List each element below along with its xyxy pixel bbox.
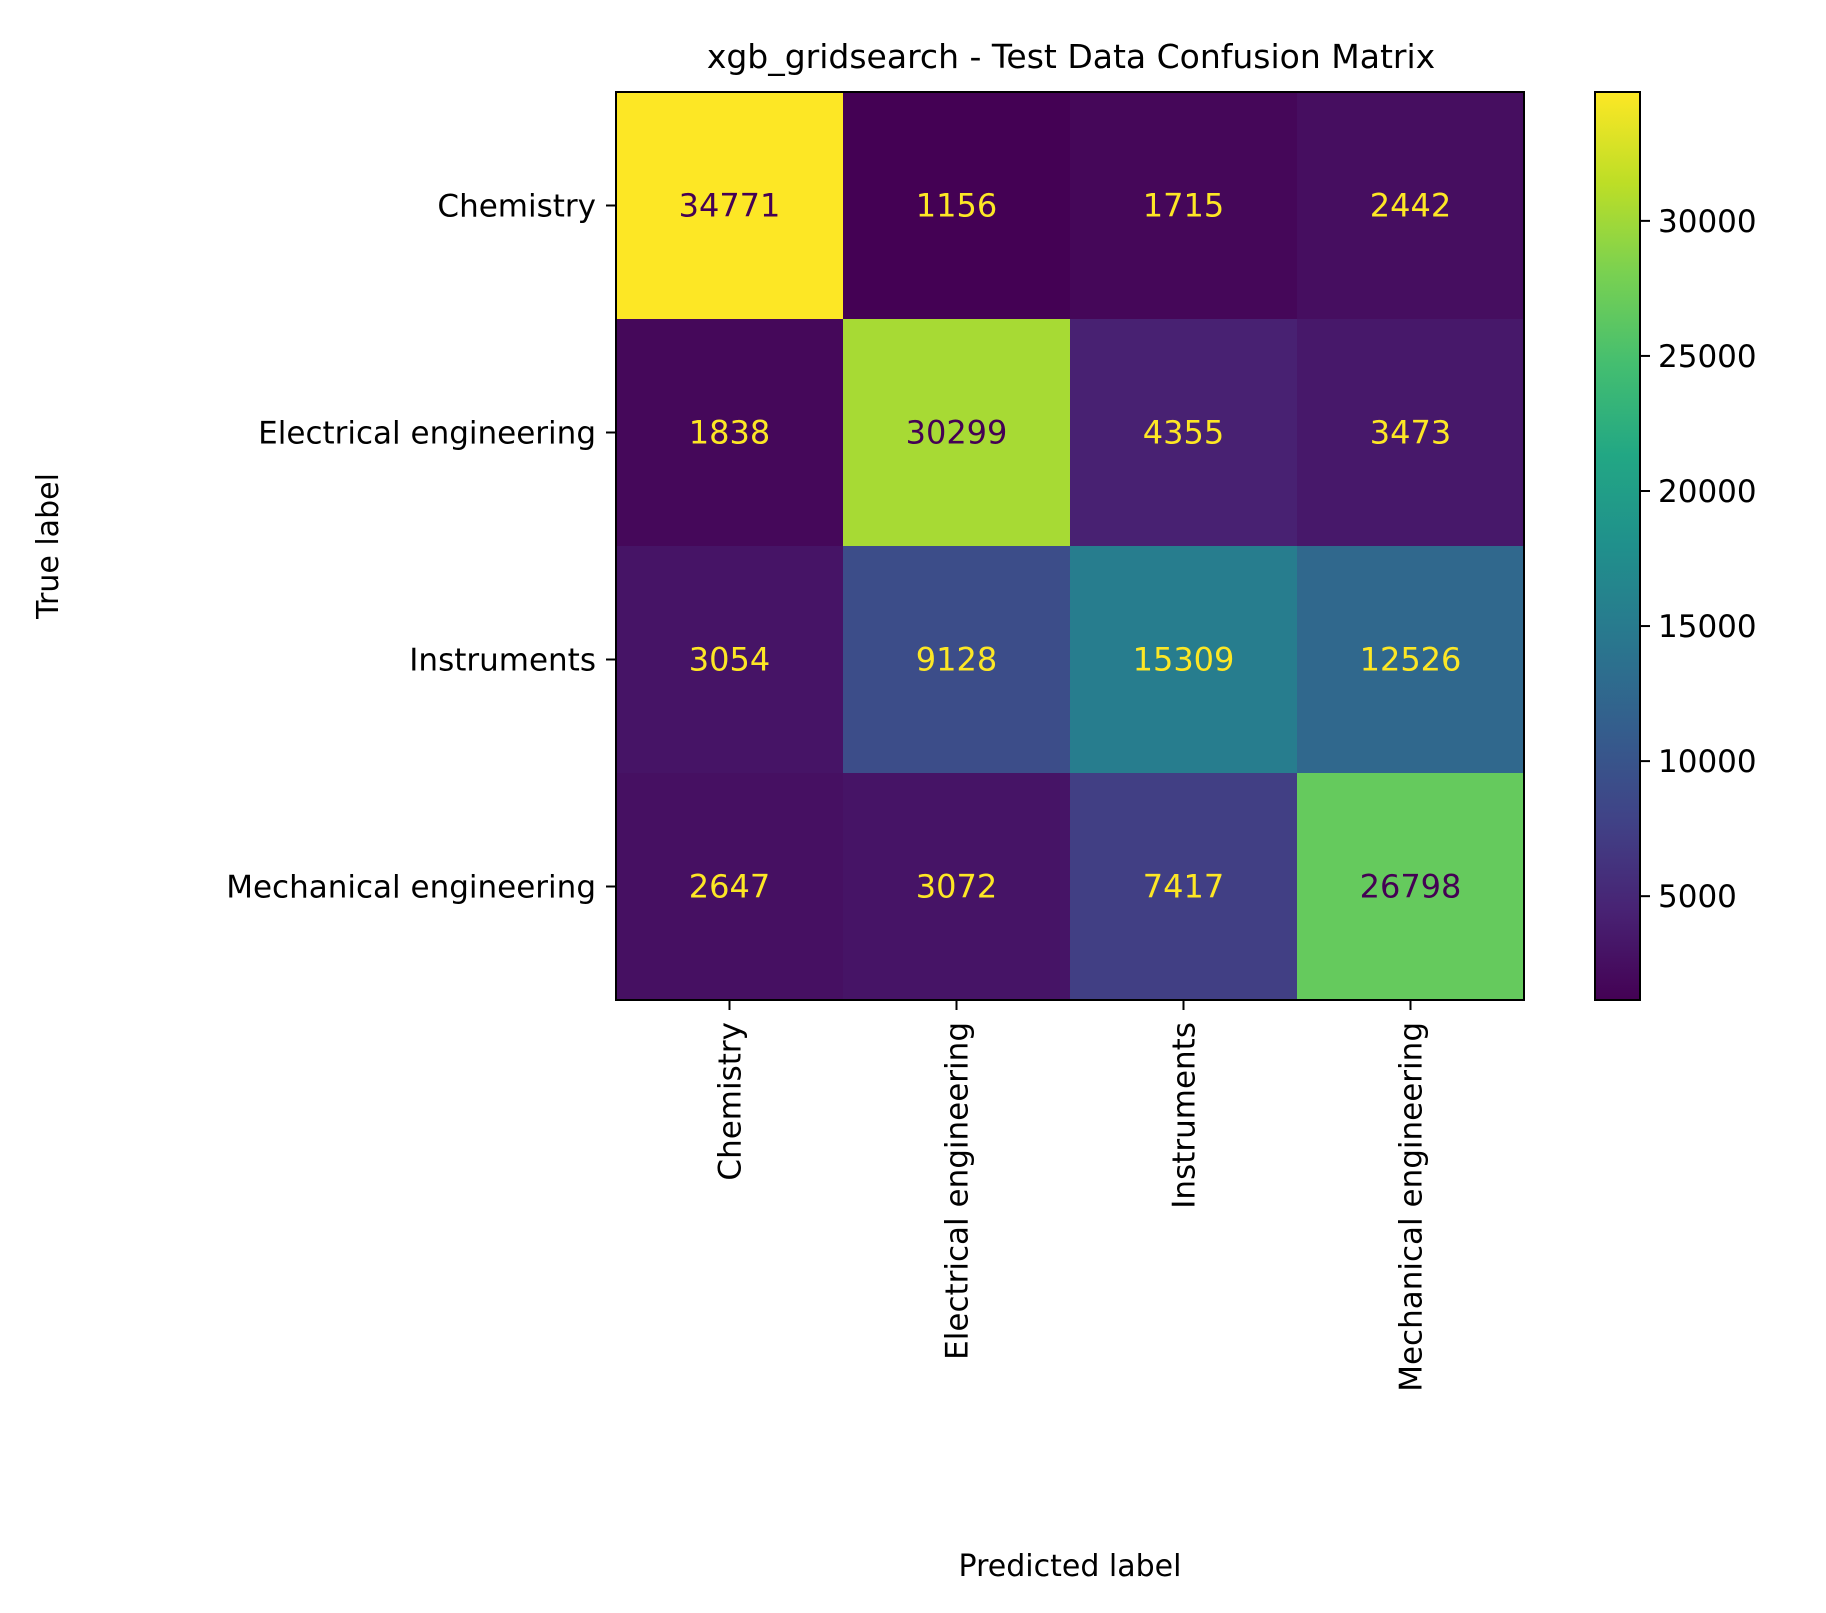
y-tick-label: Chemistry: [437, 189, 596, 225]
x-axis-ticks: Chemistry Electrical engineering Instrumen…: [713, 1000, 1430, 1392]
matrix-cell-value: 3473: [1370, 414, 1451, 452]
matrix-cell-value: 3072: [916, 868, 997, 906]
matrix-cell-value: 3054: [689, 641, 770, 679]
matrix-cell-value: 15309: [1133, 641, 1235, 679]
matrix-cell-value: 34771: [679, 187, 781, 225]
matrix-cell-value: 26798: [1360, 868, 1462, 906]
matrix-cell-value: 1838: [689, 414, 770, 452]
chart-title: xgb_gridsearch - Test Data Confusion Mat…: [707, 37, 1435, 76]
colorbar-tick-label: 15000: [1658, 609, 1757, 645]
matrix-cell-value: 4355: [1143, 414, 1224, 452]
colorbar-tick-label: 5000: [1658, 879, 1737, 915]
y-axis-ticks: Chemistry Electrical engineering Instrumen…: [226, 189, 616, 906]
matrix-cell-value: 7417: [1143, 868, 1224, 906]
x-tick-label: Electrical engineering: [940, 1022, 976, 1360]
x-axis-label: Predicted label: [959, 1549, 1182, 1584]
matrix-cell-value: 2442: [1370, 187, 1451, 225]
matrix-cell-value: 1715: [1143, 187, 1224, 225]
colorbar-tick-label: 10000: [1658, 744, 1757, 780]
y-tick-label: Electrical engineering: [258, 416, 596, 452]
colorbar-tick-label: 20000: [1658, 474, 1757, 510]
matrix-cell-value: 30299: [906, 414, 1008, 452]
x-tick-label: Mechanical engineering: [1394, 1022, 1430, 1392]
x-tick-label: Instruments: [1167, 1022, 1203, 1209]
colorbar-gradient: [1595, 92, 1640, 1000]
colorbar-tick-label: 30000: [1658, 204, 1757, 240]
matrix-cell-value: 12526: [1360, 641, 1462, 679]
y-tick-label: Instruments: [409, 643, 596, 679]
y-axis-label: True label: [31, 473, 66, 620]
matrix-cells: [616, 92, 1525, 1001]
matrix-cell-value: 9128: [916, 641, 997, 679]
y-tick-label: Mechanical engineering: [226, 870, 596, 906]
matrix-cell-value: 1156: [916, 187, 997, 225]
colorbar-tick-label: 25000: [1658, 339, 1757, 375]
colorbar-ticks: 5000 10000 15000 20000 25000 30000: [1640, 204, 1757, 915]
colorbar: [1595, 92, 1640, 1000]
x-tick-label: Chemistry: [713, 1022, 749, 1181]
matrix-cell-value: 2647: [689, 868, 770, 906]
